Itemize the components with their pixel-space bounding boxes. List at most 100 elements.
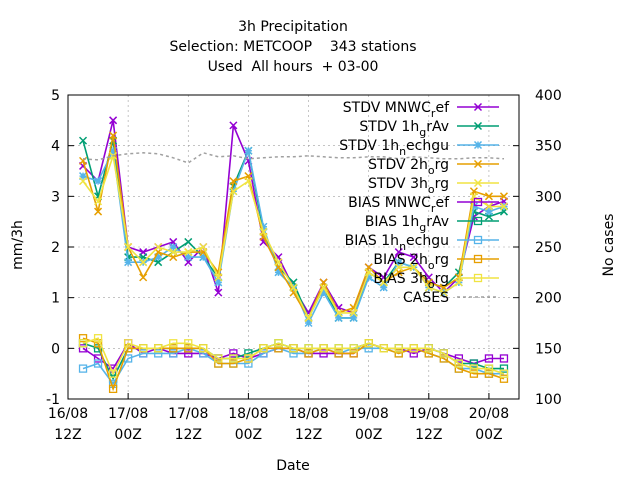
legend-label: BIAS 1hnechgu (345, 233, 449, 253)
data-point (94, 177, 103, 186)
data-point (93, 334, 103, 343)
data-point (469, 364, 479, 373)
data-point (439, 349, 448, 358)
legend-label: BIAS 2horg (373, 252, 449, 272)
data-point (473, 273, 483, 283)
data-point (484, 202, 493, 211)
data-point (244, 177, 253, 186)
x-tick-label-date: 19/08 (409, 406, 449, 422)
data-point (184, 253, 193, 262)
data-point (469, 202, 478, 211)
data-point (499, 364, 509, 373)
data-point (169, 248, 178, 257)
data-point (424, 283, 433, 292)
data-point (319, 283, 328, 292)
data-point (289, 344, 298, 353)
data-point (409, 344, 418, 353)
y-axis-label: mm/3h (10, 220, 26, 270)
data-point (289, 283, 298, 292)
data-point (349, 308, 358, 317)
data-point (259, 227, 268, 236)
data-point (473, 121, 483, 131)
data-point (349, 313, 358, 322)
data-point (229, 359, 238, 368)
legend-entry-4: STDV 3horg (368, 176, 499, 196)
legend-label: STDV 1hnechgu (339, 138, 449, 158)
data-point (109, 116, 118, 125)
data-point (184, 248, 193, 257)
data-point (79, 136, 88, 145)
data-point (79, 172, 88, 181)
x-tick-label-hour: 12Z (295, 427, 322, 443)
series-9 (78, 334, 509, 378)
data-point (154, 253, 163, 262)
data-point (274, 339, 283, 348)
data-point (184, 344, 193, 353)
data-point (154, 344, 163, 353)
x-tick-label-date: 18/08 (228, 406, 268, 422)
data-point (304, 344, 313, 353)
data-point (394, 344, 403, 353)
data-point (409, 263, 418, 272)
legend-label: BIAS 3horg (373, 271, 449, 291)
y-tick-label: 3 (51, 189, 60, 205)
series-10 (82, 151, 505, 164)
data-point (108, 384, 118, 394)
y-tick-label: 0 (51, 341, 60, 357)
legend-entry-10: CASES (403, 290, 499, 306)
data-point (469, 359, 479, 368)
y2-tick-label: 200 (535, 291, 562, 307)
data-point (499, 354, 509, 363)
series-8 (78, 334, 509, 394)
data-point (214, 354, 223, 363)
data-point (214, 278, 223, 287)
data-point (319, 344, 328, 353)
data-point (454, 354, 464, 363)
data-point (139, 344, 148, 353)
data-point (274, 344, 283, 353)
data-point (484, 369, 494, 378)
legend-entry-9: BIAS 3horg (373, 271, 499, 291)
data-point (184, 349, 193, 358)
x-tick-label-hour: 00Z (475, 427, 502, 443)
data-point (78, 344, 88, 353)
data-point (394, 258, 403, 267)
data-point (124, 242, 133, 252)
data-point (394, 263, 403, 272)
series-line (82, 151, 505, 164)
data-point (93, 359, 103, 368)
data-point (394, 349, 403, 358)
data-point (473, 216, 483, 226)
data-point (319, 288, 328, 297)
y-tick-label: -1 (46, 392, 60, 408)
data-point (379, 278, 388, 287)
data-point (424, 349, 433, 358)
data-point (364, 268, 373, 277)
data-point (259, 222, 268, 231)
data-point (154, 349, 163, 358)
x-tick-label-hour: 00Z (355, 427, 382, 443)
data-point (214, 359, 223, 368)
data-point (79, 177, 88, 186)
data-point (364, 273, 373, 282)
data-point (229, 121, 238, 130)
data-point (78, 364, 88, 373)
data-point (424, 344, 433, 353)
y2-tick-label: 300 (535, 189, 562, 205)
x-tick-label-date: 20/08 (469, 406, 509, 422)
x-tick-label-hour: 00Z (235, 427, 262, 443)
data-point (123, 339, 133, 348)
data-point (409, 253, 418, 262)
data-point (244, 146, 253, 155)
x-tick-label-hour: 12Z (54, 427, 81, 443)
data-point (94, 197, 103, 206)
data-point (229, 187, 238, 196)
data-point (473, 102, 483, 112)
y2-tick-label: 250 (535, 240, 562, 256)
data-point (499, 374, 509, 383)
data-point (169, 349, 178, 358)
data-point (454, 278, 463, 287)
data-point (274, 268, 283, 277)
y2-tick-label: 350 (535, 139, 562, 155)
